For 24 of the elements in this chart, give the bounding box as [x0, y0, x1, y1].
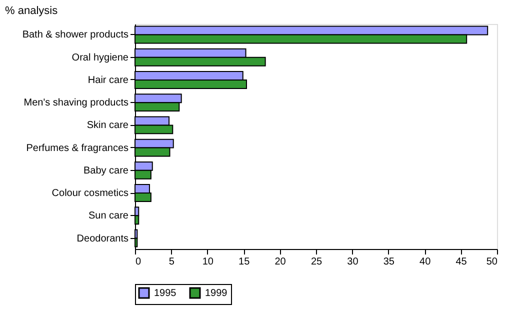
text: % analysis — [5, 5, 58, 17]
x-tick-label: 5 — [168, 256, 175, 268]
y-tick-label: Sun care — [88, 210, 129, 222]
x-tick-label: 25 — [310, 256, 322, 268]
y-tick-label: Skin care — [86, 120, 129, 132]
x-tick-label: 0 — [136, 256, 142, 268]
x-tick-label: 10 — [202, 256, 214, 268]
y-tick-label: Colour cosmetics — [52, 188, 128, 200]
y-tick-label: Deodorants — [76, 233, 128, 244]
x-tick-label: 50 — [486, 256, 498, 268]
x-tick-label: 15 — [238, 256, 250, 268]
x-tick-label: 30 — [347, 256, 359, 268]
y-tick-label: Men's shaving products — [24, 98, 128, 109]
y-tick-label: Bath & shower products — [22, 30, 128, 41]
legend-label: 1995 — [154, 288, 177, 299]
x-tick-label: 35 — [383, 256, 395, 268]
y-tick-label: Oral hygiene — [72, 52, 129, 64]
legend-label: 1999 — [205, 288, 228, 299]
x-tick-label: 40 — [420, 256, 432, 268]
x-tick-label: 20 — [274, 256, 286, 268]
y-tick-label: Baby care — [83, 165, 129, 176]
y-tick-label: Perfumes & fragrances — [26, 142, 128, 154]
y-tick-label: Hair care — [88, 74, 129, 86]
x-tick-label: 45 — [456, 256, 468, 268]
